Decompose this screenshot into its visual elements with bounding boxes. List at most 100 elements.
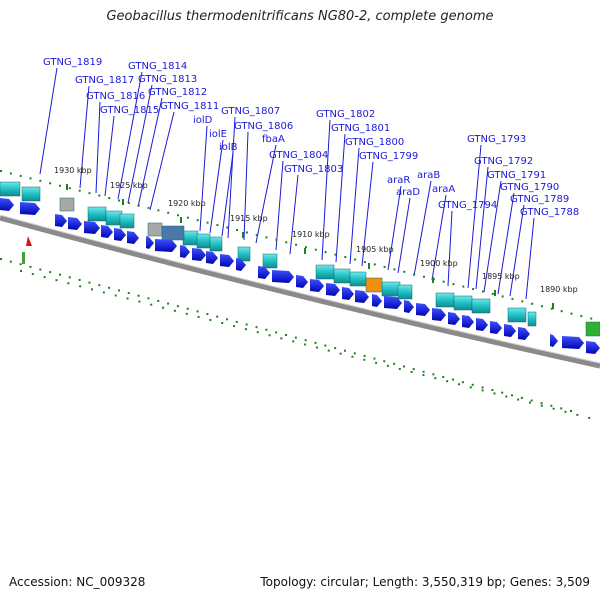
gene-label: GTNG_1802 <box>316 109 375 120</box>
scale-tick-mark <box>66 184 68 190</box>
scale-tick-label: 1895 kbp <box>482 272 520 281</box>
scale-tick-label: 1915 kbp <box>230 214 268 223</box>
scale-tick-label: 1930 kbp <box>54 166 92 175</box>
feature-block <box>471 298 491 314</box>
gene-label: GTNG_1806 <box>234 121 293 132</box>
dot-track-upper <box>0 170 2 172</box>
dot-track-lower <box>88 281 91 284</box>
dot-track-lower <box>402 365 405 368</box>
gene-arrow <box>272 270 294 283</box>
dot-track-lower-2 <box>280 337 283 340</box>
gene-label: GTNG_1789 <box>510 194 569 205</box>
feature-block-steel <box>161 225 185 241</box>
dot-track-upper <box>275 238 278 241</box>
dot-track-lower <box>412 368 415 371</box>
dot-track-lower <box>147 297 150 300</box>
dot-track-upper <box>472 288 475 291</box>
dot-track-lower-2 <box>327 349 330 352</box>
gene-arrow <box>504 324 516 337</box>
dot-track-lower <box>216 315 219 318</box>
gene-label: araB <box>417 170 440 181</box>
dot-track-lower-2 <box>351 355 354 358</box>
scale-tick-label: 1900 kbp <box>420 259 458 268</box>
dot-track-upper <box>206 221 209 224</box>
dot-track-upper <box>363 260 366 263</box>
dot-track-lower <box>245 323 248 326</box>
dot-track-upper <box>403 270 406 273</box>
dot-track-lower-2 <box>79 285 82 288</box>
dot-track-upper <box>422 275 425 278</box>
dot-track-lower-2 <box>422 374 425 377</box>
dot-track-lower <box>363 354 366 357</box>
gene-arrow <box>490 321 502 334</box>
dot-track-lower-2 <box>244 328 247 331</box>
gene-label: GTNG_1794 <box>438 200 497 211</box>
gene-arrow <box>310 279 324 292</box>
dot-track-lower-2 <box>493 392 496 395</box>
gene-label: GTNG_1812 <box>148 87 207 98</box>
gene-label: GTNG_1793 <box>467 134 526 145</box>
scale-tick-mark <box>180 217 182 223</box>
dot-track-lower <box>481 386 484 389</box>
dot-track-lower-2 <box>67 282 70 285</box>
dot-track-lower <box>157 299 160 302</box>
feature-block <box>21 186 41 202</box>
feature-tracks <box>0 170 600 419</box>
dot-track-lower <box>137 294 140 297</box>
gene-arrow <box>236 258 246 271</box>
dot-track-lower-2 <box>481 389 484 392</box>
dot-track-upper <box>393 268 396 271</box>
leader-line <box>475 166 489 290</box>
dot-track-lower <box>353 352 356 355</box>
gene-arrow <box>206 251 218 264</box>
dot-track-lower-2 <box>150 303 153 306</box>
dot-track-lower-2 <box>410 371 413 374</box>
dot-track-upper <box>295 243 298 246</box>
dot-track-lower-2 <box>457 383 460 386</box>
gene-arrow <box>476 318 488 331</box>
dot-track-upper <box>590 317 593 320</box>
leader-line <box>104 115 115 197</box>
dot-track-lower <box>491 389 494 392</box>
leader-line <box>497 192 515 295</box>
scale-tick-label: 1925 kbp <box>110 181 148 190</box>
dot-track-upper <box>108 197 111 200</box>
gene-arrow <box>101 225 113 238</box>
dot-track-upper <box>29 177 32 180</box>
feature-block <box>119 213 135 229</box>
strand-marker-icon <box>26 236 32 246</box>
dot-track-upper <box>521 300 524 303</box>
dot-track-upper <box>383 265 386 268</box>
gene-label: GTNG_1811 <box>160 101 219 112</box>
dot-track-upper <box>236 229 239 232</box>
dot-track-lower <box>501 391 504 394</box>
feature-block <box>381 281 401 297</box>
dot-track-lower-2 <box>386 364 389 367</box>
gene-label: GTNG_1815 <box>100 105 159 116</box>
gene-arrow <box>127 231 139 244</box>
gene-label: araA <box>432 184 455 195</box>
dot-track-lower-2 <box>91 288 94 291</box>
gene-label: GTNG_1792 <box>474 156 533 167</box>
dot-track-upper <box>491 292 494 295</box>
gene-labels: GTNG_1819GTNG_1817GTNG_1816GTNG_1815GTNG… <box>43 57 579 218</box>
dot-track-lower <box>0 258 2 260</box>
dot-track-lower-2 <box>446 380 449 383</box>
dot-track-lower <box>540 402 543 405</box>
dot-track-upper <box>59 184 62 187</box>
dot-track-lower-2 <box>398 367 401 370</box>
dot-track-lower <box>176 305 179 308</box>
dot-track-lower <box>343 349 346 352</box>
dot-track-lower <box>520 396 523 399</box>
dot-track-lower <box>19 263 22 266</box>
dot-track-upper <box>304 246 307 249</box>
scale-tick-mark <box>304 248 306 254</box>
dot-track-lower-2 <box>375 361 378 364</box>
dot-track-lower <box>461 381 464 384</box>
leader-line <box>137 97 163 208</box>
feature-block <box>237 246 251 262</box>
dot-track-lower <box>570 410 572 412</box>
leader-line <box>335 133 346 263</box>
dot-track-lower <box>39 268 42 271</box>
